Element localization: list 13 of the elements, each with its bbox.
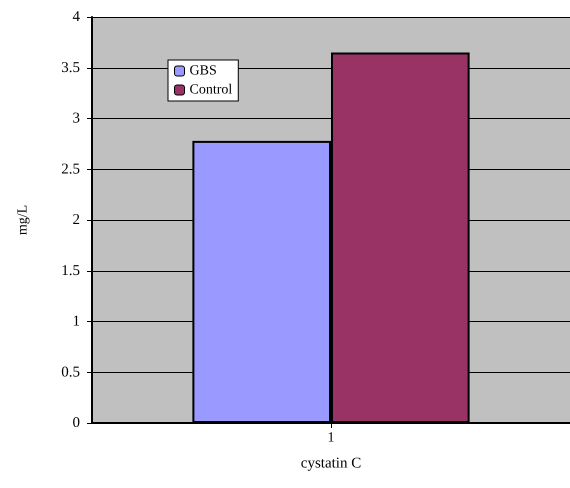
- x-axis-title: cystatin C: [300, 456, 362, 472]
- y-tick-label: 3.5: [61, 60, 80, 76]
- y-tick-label: 2.5: [61, 161, 80, 178]
- y-axis-title: mg/L: [16, 204, 30, 236]
- y-tick-label: 1.5: [61, 262, 80, 279]
- y-tick-label: 3: [72, 110, 80, 126]
- y-tick-label: 0: [72, 415, 80, 431]
- y-tick-label: 2: [72, 212, 80, 228]
- legend-label: GBS: [190, 64, 217, 78]
- legend-label: Control: [190, 82, 232, 98]
- y-tick-label: 4: [72, 9, 80, 25]
- y-tick-label: 0.5: [61, 364, 80, 380]
- y-tick-label: 1: [72, 314, 80, 330]
